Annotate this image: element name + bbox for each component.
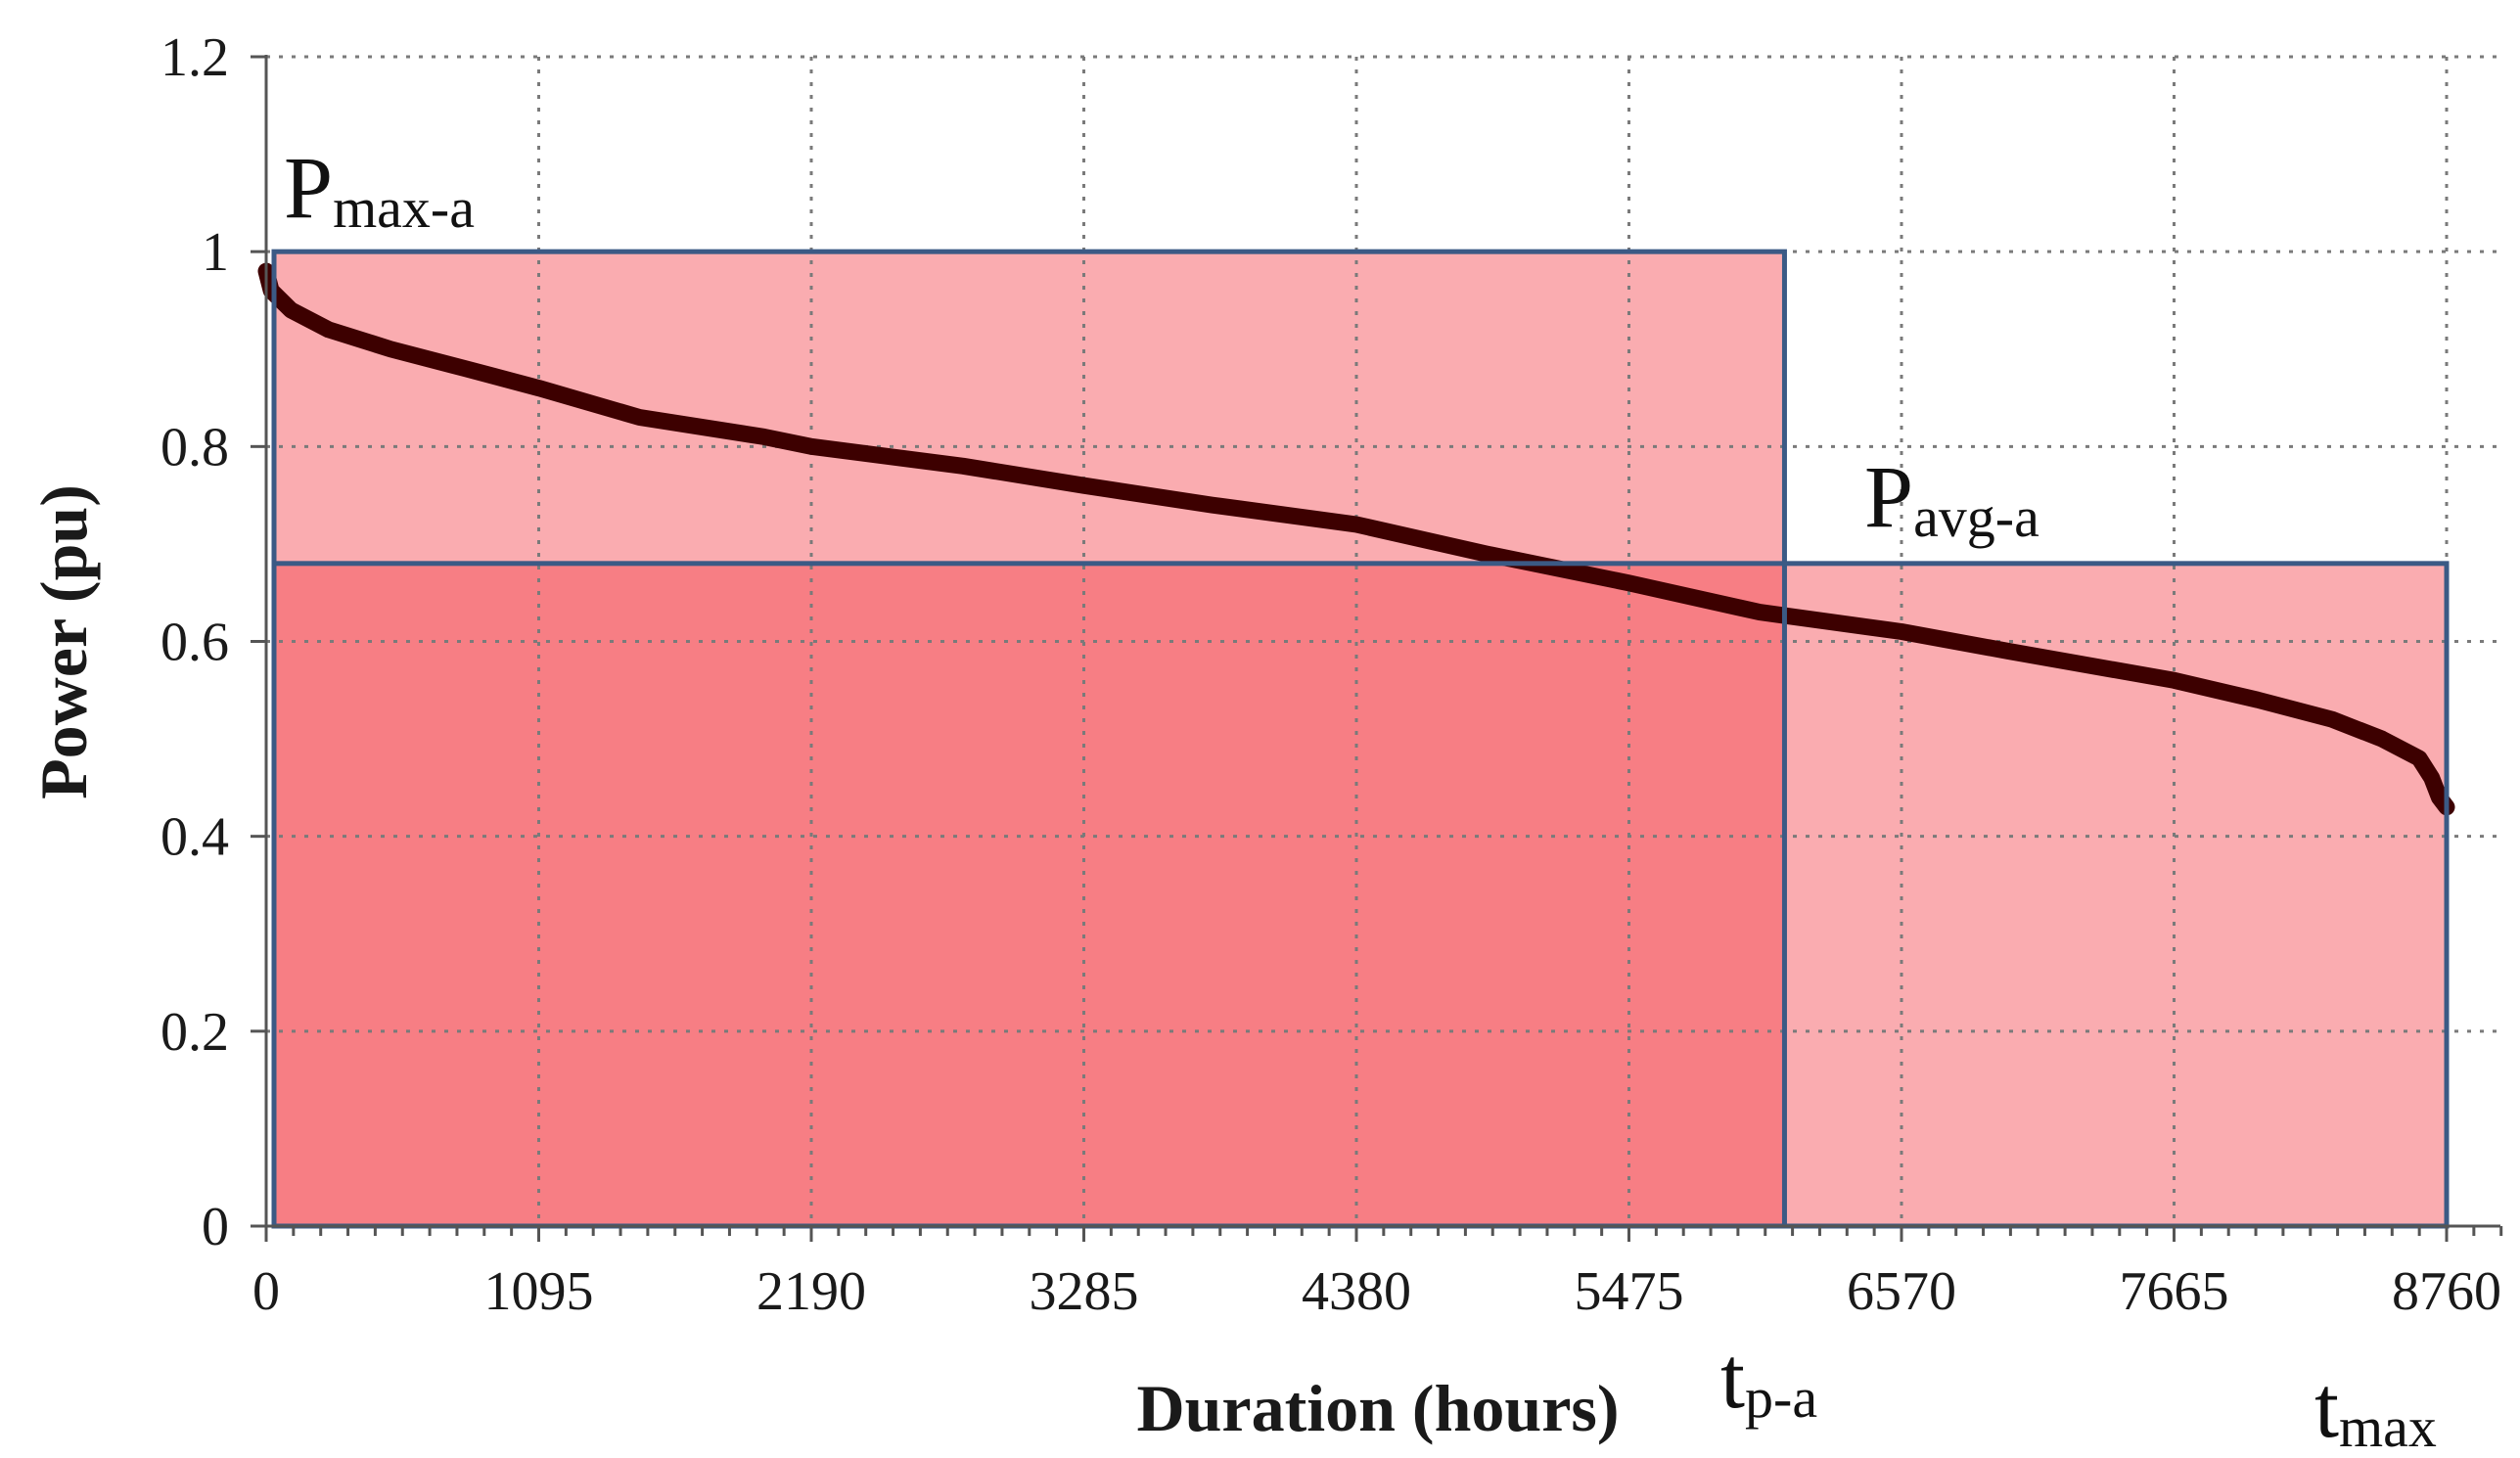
x-tick-label: 7665 bbox=[2120, 1261, 2229, 1322]
energy-rectangle-a-fill bbox=[274, 251, 1785, 1227]
x-tick-label: 2190 bbox=[756, 1261, 866, 1322]
y-tick-label: 1 bbox=[202, 222, 229, 283]
x-axis-title: Duration (hours) bbox=[1136, 1371, 1619, 1445]
x-tick-label: 0 bbox=[252, 1261, 280, 1322]
x-tick-label: 4380 bbox=[1302, 1261, 1411, 1322]
y-tick-label: 0.6 bbox=[160, 613, 229, 673]
shaded-regions bbox=[274, 251, 2447, 1227]
y-tick-label: 0.4 bbox=[160, 807, 229, 868]
x-tick-label: 5475 bbox=[1575, 1261, 1684, 1322]
load-duration-curve bbox=[257, 262, 2455, 816]
annotation-t-max: tmax bbox=[2314, 1359, 2437, 1458]
x-tick-label: 8760 bbox=[2392, 1261, 2501, 1322]
annotation-t-p-a: tp-a bbox=[1720, 1330, 1817, 1430]
axes bbox=[251, 55, 2503, 1242]
x-tick-label: 6570 bbox=[1847, 1261, 1956, 1322]
y-axis-title: Power (pu) bbox=[26, 484, 101, 799]
y-tick-label: 1.2 bbox=[160, 27, 229, 88]
annotations: Pmax-a Pavg-a tp-a tmax bbox=[284, 140, 2437, 1458]
y-tick-label: 0.2 bbox=[160, 1002, 229, 1063]
x-tick-label: 1095 bbox=[484, 1261, 594, 1322]
duration-curve-line bbox=[257, 262, 2455, 816]
x-tick-label: 3285 bbox=[1030, 1261, 1139, 1322]
y-tick-label: 0.8 bbox=[160, 417, 229, 478]
y-tick-label: 0 bbox=[202, 1197, 229, 1257]
annotation-p-avg-a: Pavg-a bbox=[1864, 449, 2039, 549]
annotation-p-max-a: Pmax-a bbox=[284, 140, 475, 240]
average-power-rectangle-fill bbox=[274, 563, 2447, 1226]
tick-labels: 0 0.2 0.4 0.6 0.8 1 1.2 0 1095 2190 3285 4380 5475 65… bbox=[160, 27, 2501, 1322]
